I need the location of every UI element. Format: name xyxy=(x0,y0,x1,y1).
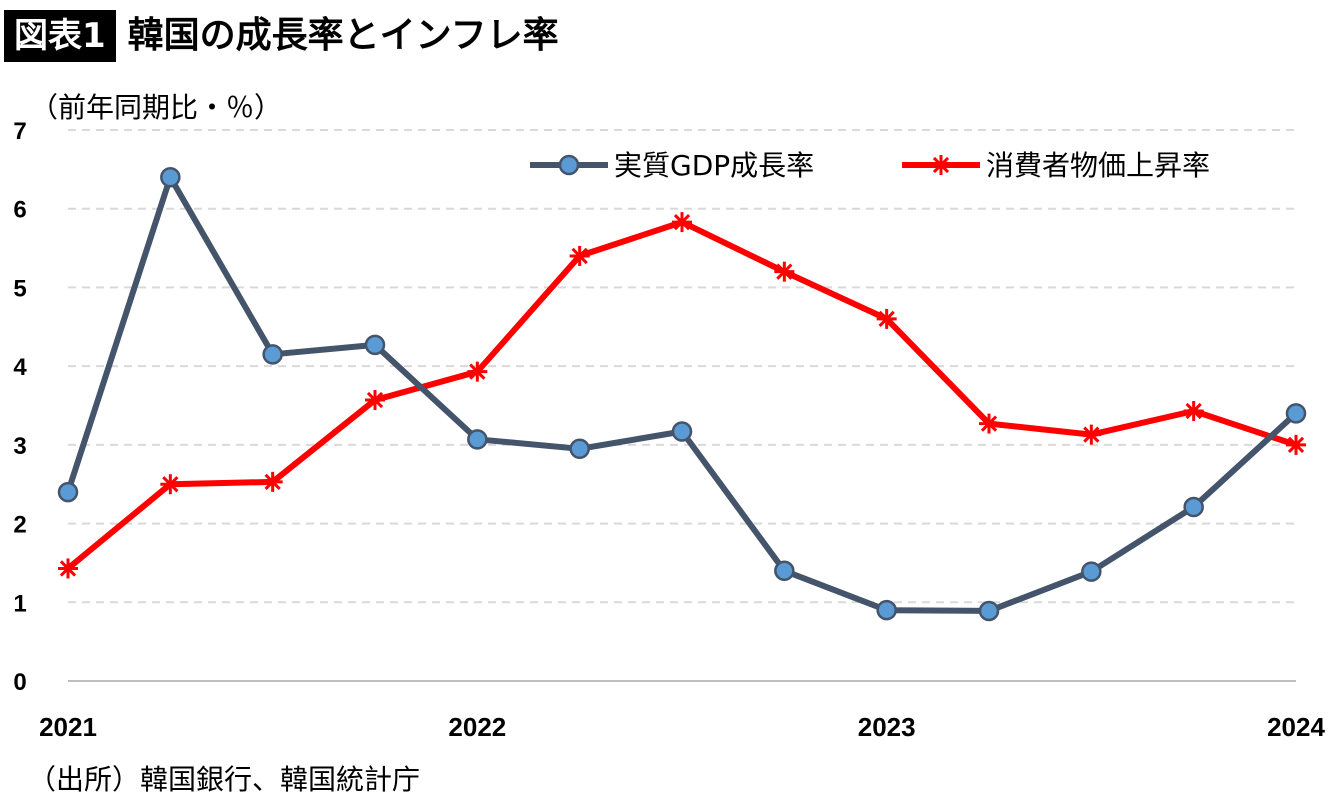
legend-gdp-marker xyxy=(558,154,580,176)
x-tick-label: 2021 xyxy=(39,712,97,742)
x-tick-label: 2024 xyxy=(1267,712,1325,742)
gdp-point xyxy=(1183,496,1204,518)
chart-title: 韓国の成長率とインフレ率 xyxy=(127,15,559,56)
cpi-point xyxy=(160,474,181,495)
x-tick-label: 2022 xyxy=(448,712,506,742)
legend-cpi-label: 消費者物価上昇率 xyxy=(986,149,1210,182)
x-tick-labels: 2021 2022 2023 2024 xyxy=(39,712,1325,742)
cpi-point xyxy=(672,212,692,233)
cpi-point xyxy=(876,308,897,329)
gdp-point xyxy=(57,481,79,503)
source-note: （出所）韓国銀行、韓国統計庁 xyxy=(28,763,421,796)
cpi-point xyxy=(365,389,385,410)
gdp-point xyxy=(1285,403,1307,424)
cpi-point xyxy=(774,261,795,282)
gridlines xyxy=(68,129,1296,682)
gdp-point xyxy=(671,421,693,442)
gdp-point xyxy=(774,560,795,582)
y-tick-label: 1 xyxy=(13,590,26,617)
y-tick-label: 2 xyxy=(13,512,26,539)
gdp-point xyxy=(262,344,283,365)
legend-gdp-label: 実質GDP成長率 xyxy=(614,149,814,182)
cpi-point xyxy=(1286,434,1306,455)
gdp-series-line xyxy=(65,174,1299,614)
x-tick-label: 2023 xyxy=(858,712,916,742)
legend-cpi-marker xyxy=(931,155,951,175)
gdp-point xyxy=(467,429,488,450)
title-row: 図表1 韓国の成長率とインフレ率 xyxy=(4,8,559,64)
gdp-point xyxy=(569,438,590,460)
cpi-point xyxy=(979,413,999,434)
y-tick-label: 0 xyxy=(13,669,26,696)
legend: 実質GDP成長率 消費者物価上昇率 xyxy=(530,149,1210,182)
cpi-series-line xyxy=(66,219,1297,571)
gdp-point xyxy=(1081,561,1102,582)
cpi-point xyxy=(569,245,590,266)
y-tick-label: 3 xyxy=(13,433,26,460)
series-markers xyxy=(57,166,1307,622)
y-tick-label: 5 xyxy=(13,275,26,302)
y-axis-unit-label: （前年同期比・％） xyxy=(30,91,283,124)
gdp-point xyxy=(876,599,897,621)
cpi-point xyxy=(467,361,488,382)
cpi-point xyxy=(58,558,78,579)
y-tick-label: 7 xyxy=(13,118,26,145)
y-tick-label: 4 xyxy=(13,354,27,381)
y-tick-label: 6 xyxy=(13,197,26,224)
gdp-point xyxy=(160,166,181,188)
figure-badge: 図表1 xyxy=(4,10,116,62)
y-tick-labels: 0 1 2 3 4 5 6 7 xyxy=(13,118,27,696)
cpi-point xyxy=(1183,401,1204,422)
cpi-point xyxy=(1081,424,1102,445)
gdp-point xyxy=(978,600,1000,622)
cpi-point xyxy=(262,471,283,492)
series-lines xyxy=(65,174,1299,614)
gdp-point xyxy=(364,334,386,356)
